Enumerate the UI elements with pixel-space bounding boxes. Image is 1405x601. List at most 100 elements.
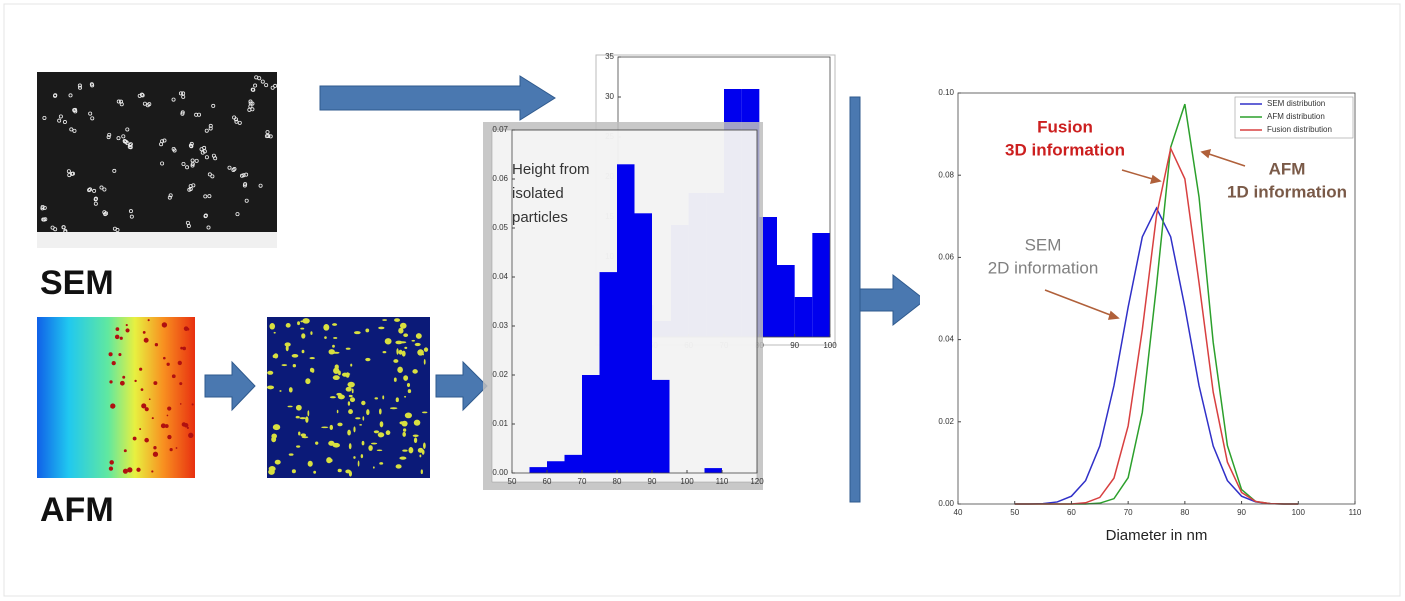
particle — [61, 225, 66, 230]
spot — [402, 428, 407, 432]
spot — [272, 424, 281, 431]
spot — [285, 323, 291, 328]
particle — [93, 201, 98, 206]
front-histogram: 50 60 70 80 90 100 110 120 0.00 0.01 0.02 0.03 0.04 0… — [483, 122, 764, 490]
spot — [366, 409, 370, 416]
bar — [759, 217, 777, 337]
spot — [403, 375, 409, 381]
particle — [208, 126, 213, 131]
bar — [617, 164, 635, 474]
spot — [182, 346, 187, 351]
spot — [326, 457, 332, 464]
spot — [310, 331, 313, 335]
particle — [106, 135, 111, 140]
spot — [148, 398, 151, 401]
spot — [297, 321, 301, 326]
particle — [87, 188, 92, 193]
spot — [186, 327, 190, 331]
particle — [62, 120, 67, 125]
afm-spots — [108, 319, 194, 474]
spot — [191, 403, 194, 406]
x-tick-label: 100 — [680, 477, 694, 486]
spot — [360, 454, 364, 459]
particle — [210, 174, 215, 179]
particle — [231, 167, 236, 172]
particle — [242, 183, 247, 188]
spot — [423, 359, 426, 365]
spot — [393, 359, 399, 363]
spot — [348, 409, 353, 415]
particle — [235, 212, 240, 217]
spot — [345, 347, 351, 350]
note: particles — [512, 209, 568, 226]
plot-frame — [511, 129, 758, 474]
x-tick-label: 90 — [790, 341, 799, 350]
particle — [162, 138, 167, 143]
particle — [265, 130, 270, 135]
particle — [122, 138, 127, 143]
spot — [398, 327, 404, 334]
spot — [353, 456, 356, 459]
particle — [207, 194, 212, 199]
arrows — [204, 75, 926, 503]
particle — [244, 198, 249, 203]
spot — [415, 333, 422, 339]
spot — [417, 447, 424, 453]
spot — [329, 396, 336, 399]
y-tick-label: 0.00 — [492, 468, 508, 477]
particle — [181, 94, 186, 99]
spot — [355, 417, 361, 420]
spot — [300, 327, 305, 330]
spot — [328, 440, 335, 446]
particle — [244, 172, 249, 177]
spot — [139, 428, 142, 431]
particle — [58, 114, 63, 119]
spot — [119, 336, 123, 340]
spot — [274, 459, 281, 465]
bar — [547, 461, 565, 473]
spot — [166, 414, 169, 417]
x-tick-label: 90 — [1237, 508, 1246, 517]
spot — [288, 387, 293, 393]
particle — [112, 226, 117, 231]
spot — [292, 364, 297, 368]
particle — [147, 102, 152, 107]
spot — [152, 451, 159, 457]
bar — [564, 454, 582, 473]
particle — [237, 120, 242, 125]
spot — [311, 368, 315, 373]
spot — [132, 436, 137, 441]
spot — [321, 426, 329, 429]
particle — [40, 206, 45, 211]
spot — [401, 350, 406, 357]
spot — [180, 346, 183, 350]
spot — [345, 469, 351, 474]
spot — [397, 366, 403, 373]
y-tick-label: 0.04 — [938, 335, 954, 344]
spot — [122, 468, 129, 474]
spot — [347, 381, 355, 388]
spot — [179, 382, 183, 386]
spot — [389, 407, 398, 410]
spot — [298, 431, 301, 436]
spot — [395, 464, 402, 469]
y-tick-label: 0.07 — [492, 125, 508, 134]
particle — [139, 92, 144, 97]
annotation: 1D information — [1227, 182, 1347, 201]
spot — [143, 337, 149, 343]
spot — [417, 349, 424, 356]
spot — [331, 323, 338, 326]
spot — [365, 328, 370, 333]
particle — [253, 83, 258, 88]
spot — [271, 433, 277, 439]
particle — [213, 156, 218, 161]
particle — [93, 196, 98, 201]
particle — [251, 87, 256, 92]
y-tick-label: 0.06 — [938, 253, 954, 262]
particle — [178, 91, 183, 96]
particle — [77, 83, 82, 88]
spot — [365, 357, 371, 362]
mask-spots — [266, 318, 429, 477]
spot — [385, 430, 391, 436]
